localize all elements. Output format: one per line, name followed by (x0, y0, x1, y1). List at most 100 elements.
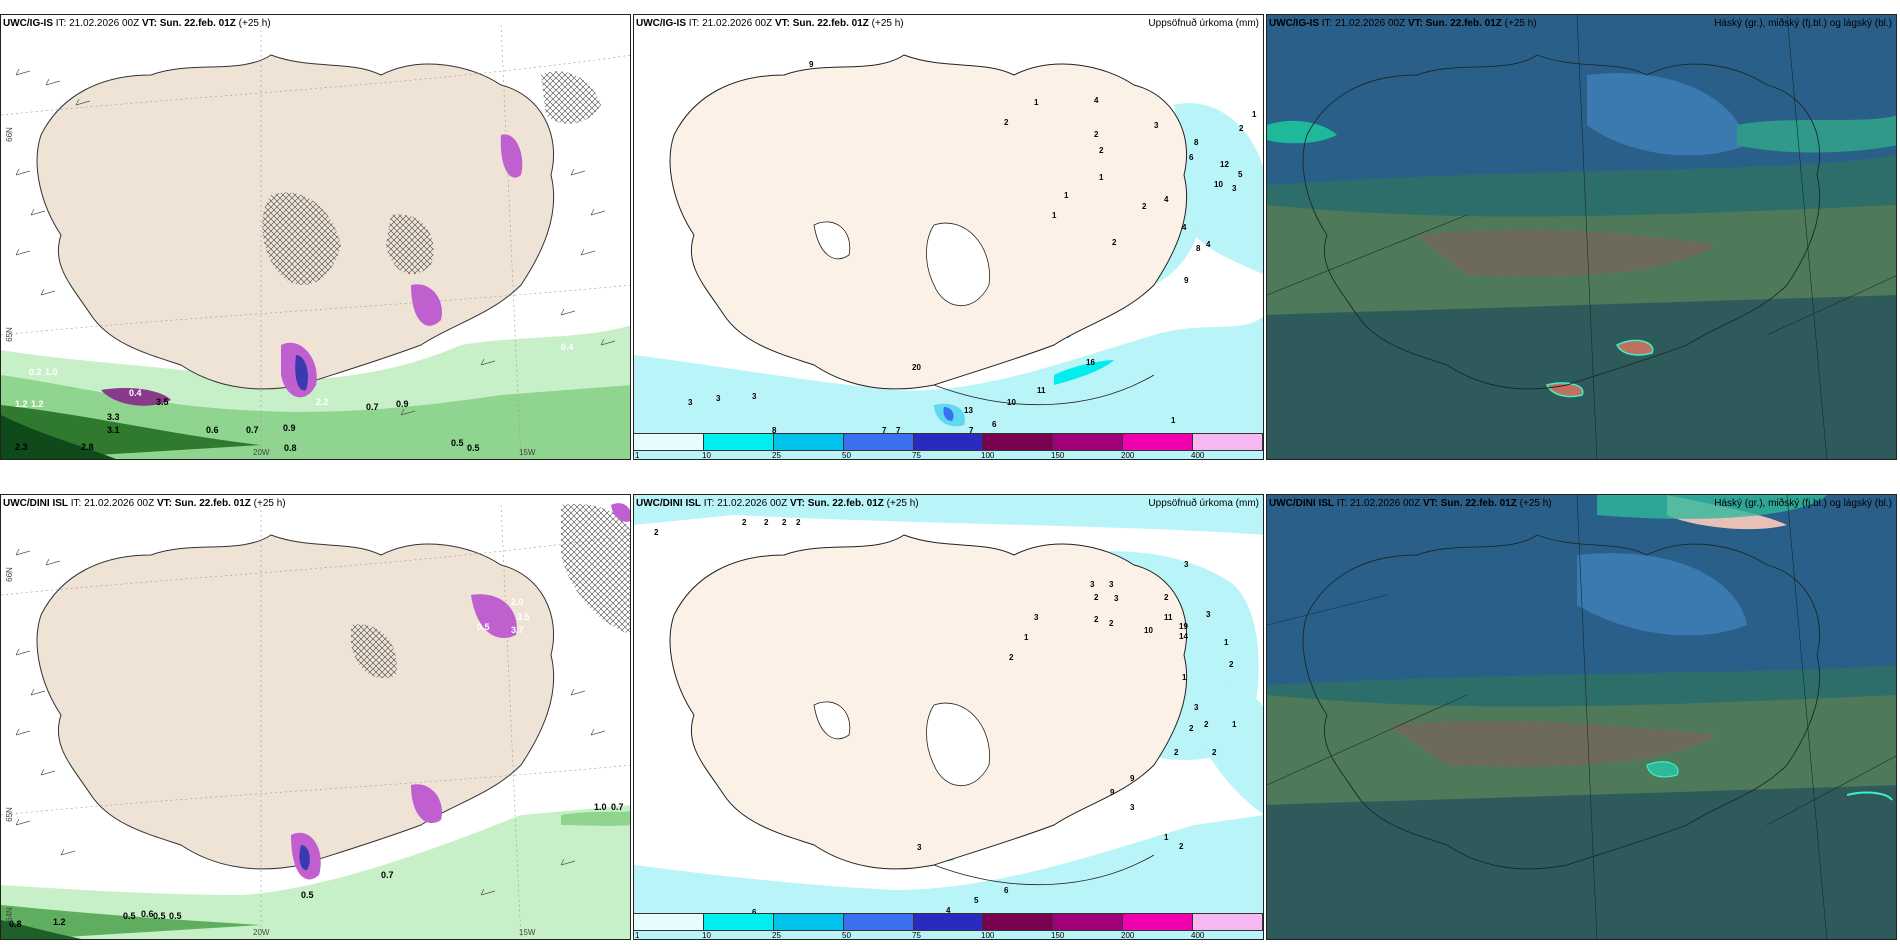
wind-label: 0.7 (611, 802, 624, 812)
precip-label: 4 (1182, 223, 1187, 232)
precip-label: 2 (654, 528, 659, 537)
panel-bottom-wind-map: 0.8 1.2 0.5 0.6 0.5 0.5 0.7 1.0 0.7 0.5 … (0, 494, 631, 940)
precip-label: 4 (946, 906, 951, 915)
legend-tick: 25 (772, 451, 781, 460)
precip-label: 1 (1052, 211, 1057, 220)
lead-time: (+25 h) (871, 18, 904, 29)
model-name: UWC/DINI ISL (1269, 498, 1334, 509)
panel-header: UWC/IG-IS IT: 21.02.2026 00Z VT: Sun. 22… (1269, 18, 1537, 29)
precip-label: 2 (1009, 653, 1014, 662)
panel-top-wind-map: 0.2 1.0 0.4 1.2 1.2 2.2 0.4 3.5 2.3 2.8 … (0, 14, 631, 460)
precip-label: 9 (1184, 276, 1189, 285)
precip-label: 2 (1179, 842, 1184, 851)
legend-swatch (703, 434, 774, 450)
legend-swatch (843, 914, 914, 930)
cloud-cover-map (1267, 15, 1896, 459)
model-name: UWC/IG-IS (3, 18, 53, 29)
panel-header: UWC/IG-IS IT: 21.02.2026 00Z VT: Sun. 22… (636, 18, 904, 29)
precip-label: 4 (1206, 240, 1211, 249)
precip-label: 11 (1037, 386, 1046, 395)
precip-label: 2 (1174, 748, 1179, 757)
wind-label: 2.2 (316, 397, 329, 407)
wind-label: 0.5 (467, 443, 480, 453)
wind-label: 0.8 (284, 443, 297, 453)
precip-label: 3 (688, 398, 693, 407)
wind-label: 0.5 (169, 911, 182, 921)
legend-swatch (1053, 434, 1124, 450)
legend-swatch (843, 434, 914, 450)
precip-color-legend: 1 10 25 50 75 100 150 200 400 (634, 433, 1263, 459)
legend-tick: 1 (635, 451, 640, 460)
precip-label: 2 (1099, 146, 1104, 155)
model-name: UWC/DINI ISL (636, 498, 701, 509)
wind-precip-map: 0.8 1.2 0.5 0.6 0.5 0.5 0.7 1.0 0.7 0.5 … (1, 495, 630, 939)
precip-label: 3 (1130, 803, 1135, 812)
precip-label: 2 (764, 518, 769, 527)
iceland-outline (669, 54, 1188, 390)
model-name: UWC/DINI ISL (3, 498, 68, 509)
precip-label: 4 (1164, 195, 1169, 204)
lead-time: (+25 h) (886, 498, 919, 509)
precip-label: 6 (992, 420, 997, 429)
precip-label: 1 (1064, 191, 1069, 200)
map-title: Uppsöfnuð úrkoma (mm) (1148, 18, 1259, 29)
valid-time-label: VT: (1422, 498, 1438, 509)
wind-precip-map: 0.2 1.0 0.4 1.2 1.2 2.2 0.4 3.5 2.3 2.8 … (1, 15, 630, 459)
panel-header: UWC/DINI ISL IT: 21.02.2026 00Z VT: Sun.… (636, 498, 919, 509)
precip-label: 3 (1154, 121, 1159, 130)
legend-tick: 100 (981, 931, 995, 940)
wind-label: 0.4 (561, 342, 574, 352)
wind-label: 0.7 (246, 425, 259, 435)
valid-time: Sun. 22.feb. 01Z (792, 18, 869, 29)
wind-label: 0.5 (477, 622, 490, 632)
precip-label: 3 (1109, 580, 1114, 589)
lon-label: 20W (253, 448, 270, 457)
lon-label: 15W (519, 448, 536, 457)
precip-label: 2 (1112, 238, 1117, 247)
legend-swatch (983, 434, 1054, 450)
precip-label: 1 (1182, 673, 1187, 682)
wind-label: 0.5 (451, 438, 464, 448)
precip-label: 1 (1164, 833, 1169, 842)
precip-label: 1 (1099, 173, 1104, 182)
valid-time-label: VT: (156, 498, 172, 509)
legend-swatch (634, 434, 704, 450)
precip-label: 2 (782, 518, 787, 527)
precip-label: 8 (772, 426, 777, 435)
panel-header: UWC/IG-IS IT: 21.02.2026 00Z VT: Sun. 22… (3, 18, 271, 29)
init-time: IT: 21.02.2026 00Z (1321, 18, 1406, 29)
precip-label: 2 (1229, 660, 1234, 669)
wind-label: 2.0 (511, 597, 524, 607)
precip-label: 2 (742, 518, 747, 527)
panel-header: UWC/DINI ISL IT: 21.02.2026 00Z VT: Sun.… (3, 498, 286, 509)
lead-time: (+25 h) (253, 498, 286, 509)
legend-swatch (983, 914, 1054, 930)
wind-label: 0.6 (141, 909, 154, 919)
wind-label: 0.9 (396, 399, 409, 409)
legend-swatch (773, 434, 844, 450)
valid-time: Sun. 22.feb. 01Z (1425, 18, 1502, 29)
wind-label: 0.4 (129, 388, 142, 398)
legend-swatch (1123, 434, 1194, 450)
lat-label: 65N (4, 327, 14, 342)
precip-label: 13 (964, 406, 973, 415)
legend-tick: 400 (1191, 451, 1205, 460)
lat-label: 64N (4, 907, 14, 922)
legend-tick: 150 (1051, 451, 1065, 460)
model-name: UWC/IG-IS (1269, 18, 1319, 29)
precip-label: 8 (1196, 244, 1201, 253)
precip-label: 16 (1086, 358, 1095, 367)
init-time: IT: 21.02.2026 00Z (70, 498, 155, 509)
accumulated-precip-map: 2 2 2 2 2 3 3 3 2 3 2 10 11 19 14 3 1 2 … (634, 495, 1263, 939)
cloud-cover-map (1267, 495, 1896, 939)
lon-label: 15W (519, 928, 536, 937)
init-time: IT: 21.02.2026 00Z (688, 18, 773, 29)
wind-label: 0.7 (381, 870, 394, 880)
panel-bottom-precip-map: 2 2 2 2 2 3 3 3 2 3 2 10 11 19 14 3 1 2 … (633, 494, 1264, 940)
precip-label: 3 (917, 843, 922, 852)
precip-label: 4 (1094, 96, 1099, 105)
lat-label: 65N (4, 807, 14, 822)
wind-label: 0.2 (29, 367, 42, 377)
legend-swatch (703, 914, 774, 930)
legend-tick: 75 (912, 451, 921, 460)
